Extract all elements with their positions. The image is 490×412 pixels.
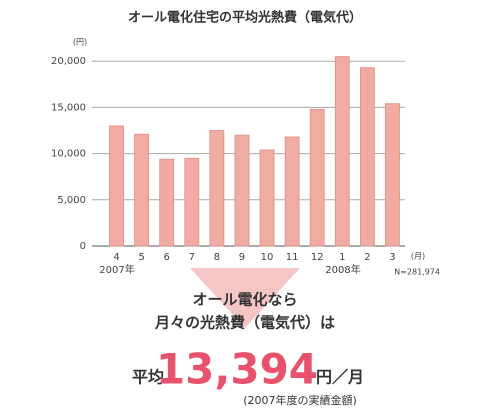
y-tick-label: 5,000 [57,195,86,206]
x-tick-label: 10 [261,252,274,263]
year-label: 2008年 [325,263,360,276]
x-tick-label: 11 [286,252,299,263]
x-unit: (月) [411,252,425,261]
summary-footnote: (2007年度の実績金額) [243,393,357,407]
x-tick-label: 5 [138,252,144,263]
y-unit: (円) [73,38,87,47]
bar [184,157,200,247]
y-tick-label: 15,000 [51,102,86,113]
bar [234,134,250,247]
bar [284,136,300,247]
summary-line2: 月々の光熱費（電気代）は [154,314,335,332]
bar [209,130,225,247]
bar [334,56,350,247]
summary-line1: オール電化なら [192,291,297,309]
x-tick-label: 12 [311,252,324,263]
sample-note: N=281,974 [394,268,440,277]
y-tick-label: 20,000 [51,56,86,67]
x-tick-label: 6 [164,252,170,263]
y-tick-label: 0 [80,241,86,252]
x-tick-label: 4 [113,252,119,263]
bar [385,103,400,247]
chart-title: オール電化住宅の平均光熱費（電気代） [128,10,362,26]
year-label: 2007年 [99,263,134,276]
bar [109,125,124,247]
bar [259,149,275,247]
x-tick-label: 2 [364,252,370,263]
bar [159,158,175,247]
x-tick-label: 1 [339,252,345,263]
bar [134,133,150,247]
arrow [190,268,300,328]
summary-amount: 13,394 [156,345,318,394]
x-tick-label: 7 [189,252,195,263]
y-tick-label: 10,000 [51,149,86,160]
summary-unit: 円／月 [316,368,364,387]
bar [359,67,375,247]
x-tick-label: 9 [239,252,245,263]
x-tick-label: 3 [389,252,395,263]
bar [309,108,325,247]
x-tick-label: 8 [214,252,220,263]
summary-prefix: 平均 [132,368,164,387]
